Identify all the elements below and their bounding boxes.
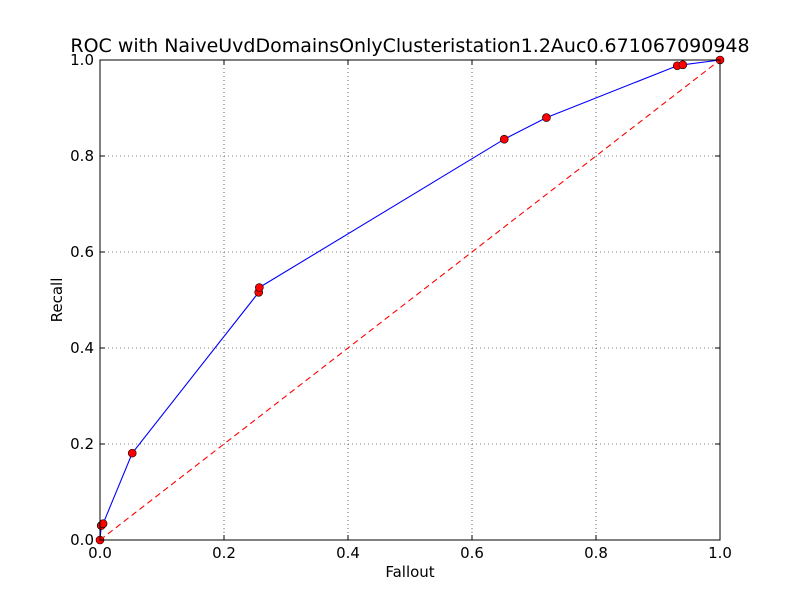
y-tick-label: 0.0 [70,531,94,549]
plot-frame [99,59,721,541]
x-tick-label: 0.8 [584,544,608,562]
roc-point-marker [542,113,551,122]
x-tick-label: 0.2 [212,544,236,562]
y-tick-label: 1.0 [70,51,94,69]
y-tick-label: 0.6 [70,243,94,261]
roc-point-marker [98,519,108,528]
x-tick-label: 1.0 [708,544,732,562]
x-tick-label: 0.6 [460,544,484,562]
roc-point-marker [678,60,688,70]
plot-series [95,55,725,545]
roc-point-marker [255,283,264,292]
y-axis-label: Recall [48,278,66,323]
x-tick-label: 0.4 [336,544,360,562]
grid [100,60,720,540]
y-tick-label: 0.4 [70,339,94,357]
x-axis-label: Fallout [385,563,434,581]
roc-point-marker [127,448,137,458]
y-tick-label: 0.8 [70,147,94,165]
chart-title: ROC with NaiveUvdDomainsOnlyClusteristat… [70,35,749,57]
roc-point-marker [499,134,509,144]
x-tick-label: 0.0 [88,544,112,562]
diagonal-reference-line [99,59,721,541]
y-tick-label: 0.2 [70,435,94,453]
axis-ticks: 0.0 0.2 0.4 0.6 0.8 1.0 0.0 0.2 0.4 0.6 0.8 1.0 [70,51,732,562]
